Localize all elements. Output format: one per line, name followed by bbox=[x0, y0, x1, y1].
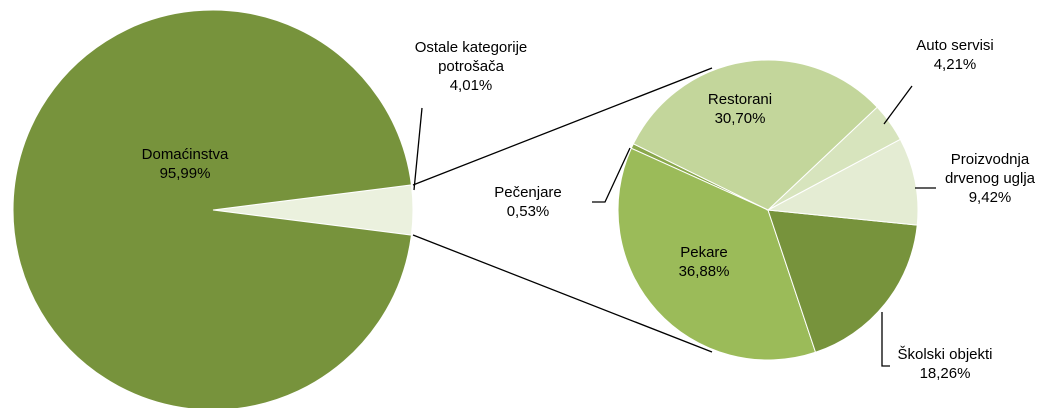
value-label: 95,99% bbox=[159, 165, 211, 182]
value-label: 4,01% bbox=[449, 77, 493, 94]
value-label: 4,21% bbox=[933, 56, 977, 73]
category-name: Domaćinstva bbox=[141, 146, 229, 163]
data-label: Ostale kategorije potrošača 4,01% bbox=[391, 38, 551, 95]
category-name: Auto servisi bbox=[916, 37, 994, 54]
data-label: Restorani 30,70% bbox=[680, 90, 800, 128]
category-name: Proizvodnja drvenog uglja bbox=[944, 151, 1036, 187]
pie-slice bbox=[767, 209, 918, 353]
connector-line bbox=[412, 67, 713, 186]
data-label: Pekare 36,88% bbox=[644, 243, 764, 281]
pie-slice bbox=[632, 59, 878, 211]
pie-slice bbox=[617, 147, 817, 361]
leader-line bbox=[592, 147, 631, 203]
data-label: Školski objekti 18,26% bbox=[870, 345, 1020, 383]
pie-slice bbox=[766, 138, 919, 226]
leader-line bbox=[413, 107, 423, 191]
data-label: Auto servisi 4,21% bbox=[885, 36, 1025, 74]
category-name: Restorani bbox=[707, 91, 773, 108]
value-label: 0,53% bbox=[506, 203, 550, 220]
value-label: 36,88% bbox=[678, 263, 730, 280]
data-label: Pečenjare 0,53% bbox=[468, 183, 588, 221]
connector-line bbox=[412, 234, 713, 353]
category-name: Školski objekti bbox=[897, 346, 993, 363]
value-label: 18,26% bbox=[919, 365, 971, 382]
connectors bbox=[412, 67, 936, 367]
category-name: Pekare bbox=[680, 244, 728, 261]
leader-line bbox=[883, 85, 913, 125]
value-label: 9,42% bbox=[968, 189, 1012, 206]
data-label: Domaćinstva 95,99% bbox=[110, 145, 260, 183]
category-name: Pečenjare bbox=[494, 184, 562, 201]
category-name: Ostale kategorije potrošača bbox=[414, 39, 528, 75]
leader-line bbox=[881, 312, 890, 367]
pie-slice bbox=[12, 9, 412, 408]
data-label: Proizvodnja drvenog uglja 9,42% bbox=[930, 150, 1049, 207]
value-label: 30,70% bbox=[714, 110, 766, 127]
